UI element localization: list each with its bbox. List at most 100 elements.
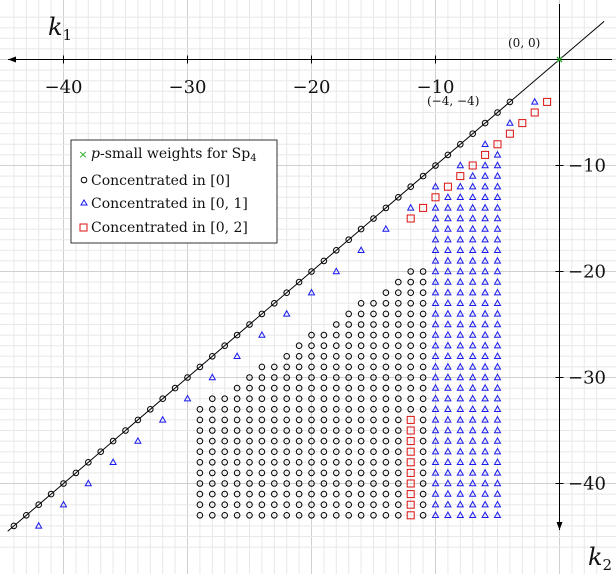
data-marks [10,56,563,530]
point-conc01 [456,267,465,275]
point-conc01 [493,224,502,232]
point-conc0 [345,480,353,487]
legend-conc01-marker [80,199,88,206]
point-conc0 [357,490,365,498]
point-conc01 [481,383,489,391]
point-conc01 [468,511,477,518]
point-conc0 [357,459,365,466]
point-conc0 [370,321,377,328]
point-conc01 [481,267,489,275]
point-conc01 [481,330,489,338]
point-conc0 [233,501,241,509]
point-conc0 [333,490,340,498]
point-conc0 [246,437,253,445]
point-conc01 [456,511,465,518]
point-conc01 [431,341,440,349]
point-conc0 [246,384,253,392]
point-conc0 [333,427,340,434]
point-conc0 [370,501,377,509]
point-conc0 [395,300,402,307]
point-conc01 [456,447,465,455]
point-conc0 [233,459,241,466]
point-conc0 [295,353,303,360]
point-conc01 [444,246,452,253]
point-conc0 [159,395,166,403]
legend-conc02-marker [79,223,88,232]
point-conc01 [493,171,502,179]
point-conc01 [444,299,452,306]
point-conc0 [345,310,353,318]
point-conc0 [494,109,501,116]
point-conc0 [271,490,278,498]
point-conc01 [468,193,477,200]
point-conc0 [395,374,402,381]
point-conc0 [345,459,353,466]
point-conc0 [382,437,390,445]
point-conc0 [233,331,241,339]
point-conc0 [382,512,390,519]
point-conc0 [109,437,117,445]
point-conc0 [308,268,315,275]
point-conc0 [308,406,315,413]
point-conc0 [60,480,67,487]
legend: × p-small weights for Sp4 Concentrated i… [70,139,278,244]
point-conc02 [406,458,415,467]
point-conc0 [345,321,353,328]
point-conc01 [444,309,452,317]
point-conc01 [493,468,502,476]
point-conc0 [370,374,377,381]
point-conc0 [246,406,253,413]
point-conc01 [444,330,452,338]
point-conc0 [382,342,390,350]
point-conc0 [196,512,204,519]
point-conc0 [271,395,278,403]
point-conc0 [233,427,241,434]
point-conc0 [308,416,315,424]
point-conc0 [196,416,204,424]
point-conc0 [320,406,328,413]
point-conc0 [345,406,353,413]
point-conc01 [456,235,465,243]
point-conc02 [543,97,552,106]
point-conc01 [506,118,514,126]
point-conc0 [370,490,377,498]
point-conc0 [419,342,427,350]
point-conc01 [481,426,489,434]
point-conc0 [320,437,328,445]
point-conc01 [530,97,539,105]
point-conc01 [431,203,440,211]
point-conc0 [221,459,228,466]
point-conc0 [382,501,390,509]
point-conc0 [395,490,402,498]
point-conc01 [444,352,452,359]
point-conc0 [320,490,328,498]
point-conc0 [295,406,303,413]
point-conc0 [209,459,216,466]
point-conc0 [382,395,390,403]
point-conc01 [493,246,502,253]
point-conc01 [468,267,477,275]
point-conc01 [456,193,465,200]
point-conc01 [431,373,440,381]
point-conc0 [308,448,315,456]
point-conc0 [320,480,328,487]
point-conc0 [382,416,390,424]
point-conc0 [395,310,402,318]
y-axis-arrow [556,522,563,530]
point-conc0 [295,363,303,371]
point-conc01 [481,171,489,179]
point-conc0 [444,151,452,159]
point-conc0 [246,374,253,381]
legend-conc0: Concentrated in [0] [91,173,230,189]
legend-psmall: p-small weights for Sp4 [91,146,257,164]
point-conc0 [370,480,377,487]
point-conc0 [419,300,427,307]
point-conc01 [34,521,43,529]
point-conc01 [431,235,440,243]
point-conc01 [456,277,465,285]
point-conc01 [468,171,477,179]
point-conc01 [481,193,489,200]
point-conc0 [407,342,415,350]
point-conc0 [357,437,365,445]
point-conc01 [431,309,440,317]
